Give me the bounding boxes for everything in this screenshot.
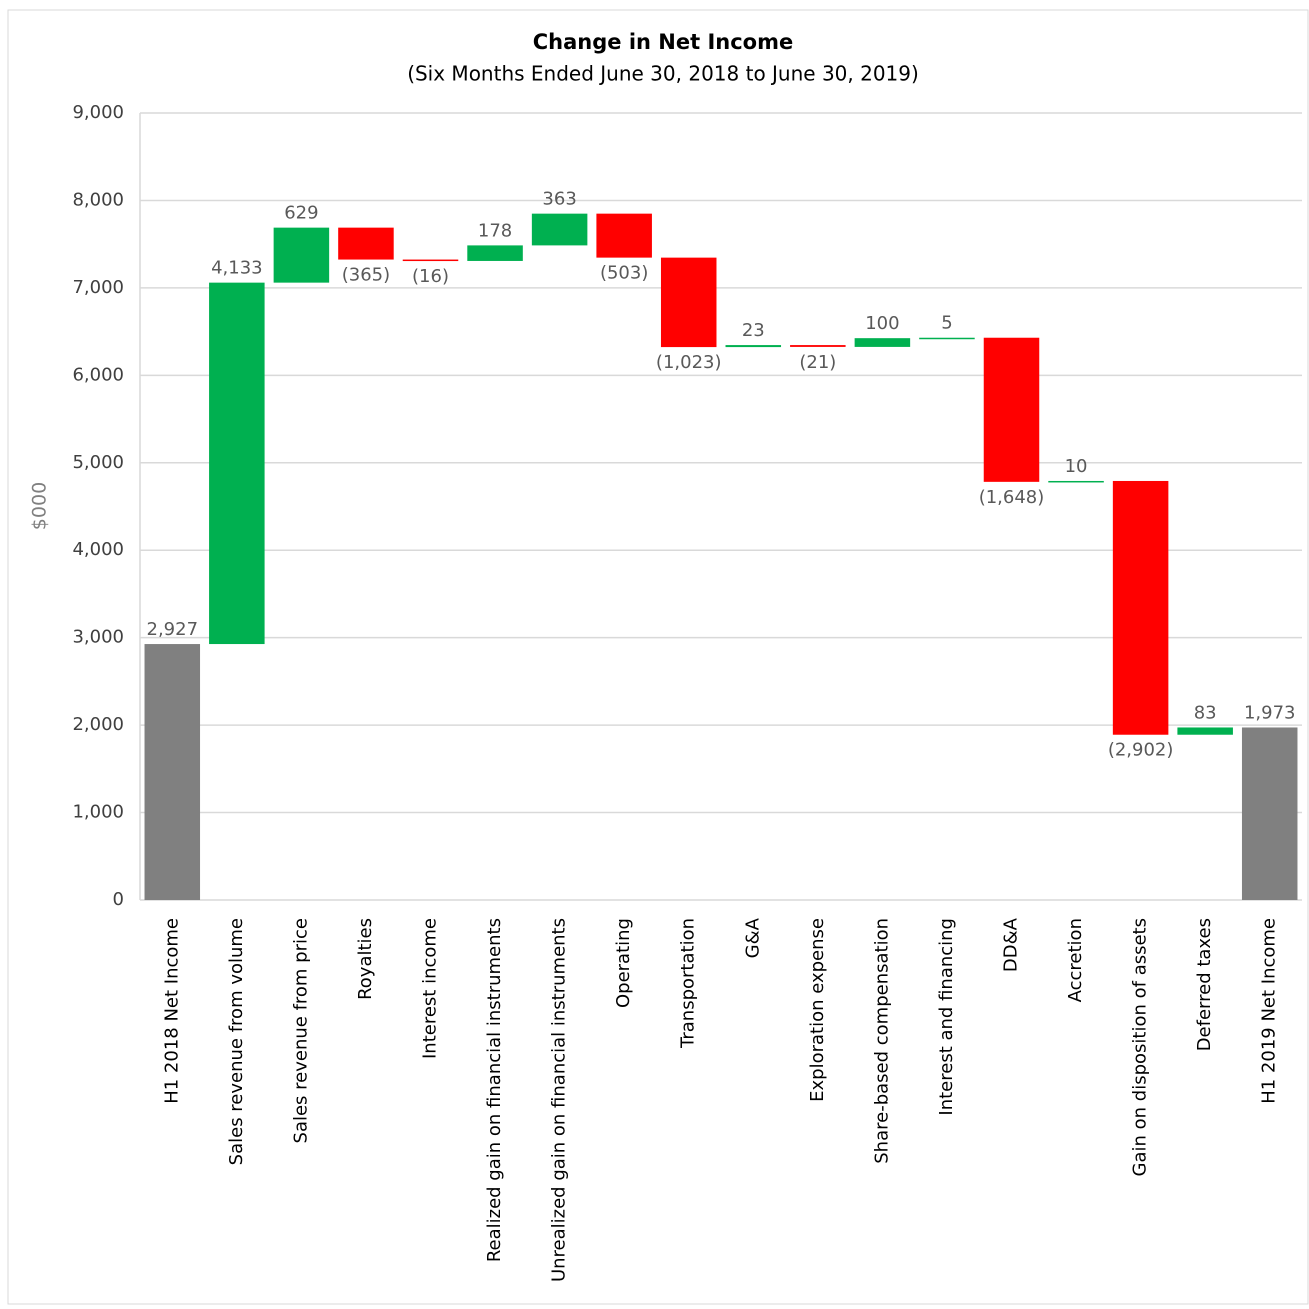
y-axis-label: $000 xyxy=(29,482,51,530)
y-tick-label: 5,000 xyxy=(72,452,124,473)
x-tick-label: Operating xyxy=(613,918,634,1008)
y-tick-label: 6,000 xyxy=(72,364,124,385)
bar xyxy=(596,213,652,258)
x-tick-label: Transportation xyxy=(678,918,699,1049)
chart-frame xyxy=(7,9,1309,1305)
x-tick-label: Exploration expense xyxy=(807,918,828,1102)
x-tick-label: Gain on disposition of assets xyxy=(1130,918,1151,1176)
value-label: (2,902) xyxy=(1108,740,1174,761)
value-label: (1,023) xyxy=(656,352,722,373)
value-label: 1,973 xyxy=(1244,702,1296,723)
bar xyxy=(854,338,911,347)
bar xyxy=(1241,727,1298,900)
value-label: (21) xyxy=(799,352,836,373)
value-label: 5 xyxy=(941,313,952,334)
value-label: 2,927 xyxy=(147,619,199,640)
value-label: 100 xyxy=(865,313,899,334)
x-tick-label: Sales revenue from volume xyxy=(226,918,247,1165)
value-label: 178 xyxy=(478,220,512,241)
y-tick-label: 3,000 xyxy=(72,627,124,648)
value-label: 363 xyxy=(542,189,576,210)
x-tick-label: Sales revenue from price xyxy=(290,918,311,1143)
x-tick-label: H1 2018 Net Income xyxy=(161,918,182,1104)
y-tick-label: 0 xyxy=(113,889,124,910)
x-tick-label: Deferred taxes xyxy=(1194,918,1215,1051)
x-tick-label: G&A xyxy=(742,917,763,958)
bar xyxy=(1048,480,1104,483)
y-tick-label: 4,000 xyxy=(72,539,124,560)
x-tick-label: Royalties xyxy=(355,918,376,1000)
value-label: (503) xyxy=(600,263,648,284)
bar xyxy=(209,282,265,645)
x-tick-label: Realized gain on financial instruments xyxy=(484,918,505,1262)
value-label: 4,133 xyxy=(211,258,263,279)
bar xyxy=(919,337,975,340)
chart-title: Change in Net Income xyxy=(533,30,793,54)
bar xyxy=(660,257,717,348)
chart-subtitle: (Six Months Ended June 30, 2018 to June … xyxy=(407,62,919,86)
bar xyxy=(273,227,330,283)
value-label: 10 xyxy=(1065,456,1088,477)
bar xyxy=(725,345,782,348)
y-tick-label: 8,000 xyxy=(72,189,124,210)
bar xyxy=(1112,480,1169,735)
y-tick-label: 2,000 xyxy=(72,714,124,735)
bar xyxy=(983,337,1040,482)
value-label: (16) xyxy=(412,266,449,287)
x-tick-label: Unrealized gain on financial instruments xyxy=(549,918,570,1282)
x-tick-label: Interest income xyxy=(420,918,441,1059)
y-tick-label: 7,000 xyxy=(72,277,124,298)
bar xyxy=(338,227,394,260)
bar xyxy=(790,345,846,347)
x-tick-label: Interest and financing xyxy=(936,918,957,1116)
y-tick-label: 1,000 xyxy=(72,802,124,823)
y-tick-label: 9,000 xyxy=(72,102,124,123)
x-tick-label: Share-based compensation xyxy=(871,918,892,1164)
x-tick-label: Accretion xyxy=(1065,918,1086,1002)
value-label: 629 xyxy=(284,203,318,224)
bar xyxy=(467,245,523,261)
bar xyxy=(402,259,459,262)
value-label: (365) xyxy=(342,265,390,286)
value-label: 83 xyxy=(1194,702,1217,723)
x-tick-label: DD&A xyxy=(1001,917,1022,972)
value-label: (1,648) xyxy=(979,487,1045,508)
bar xyxy=(531,213,588,246)
x-tick-label: H1 2019 Net Income xyxy=(1259,918,1280,1104)
value-label: 23 xyxy=(742,320,765,341)
bar xyxy=(1177,727,1233,735)
bar xyxy=(144,644,201,900)
